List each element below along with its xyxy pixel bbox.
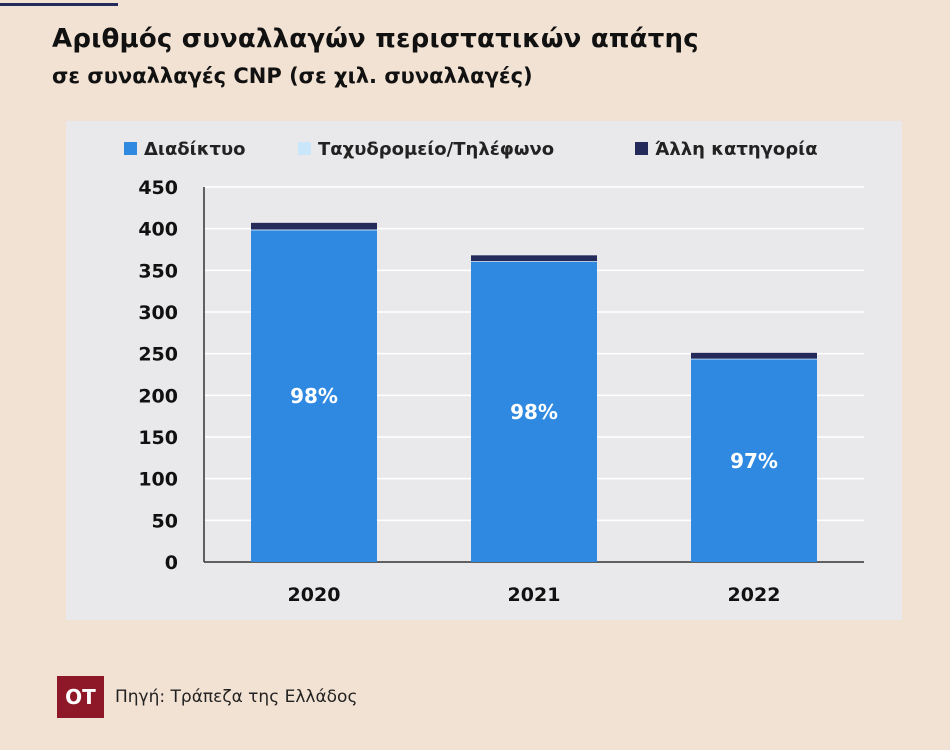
- legend-other-label: Άλλη κατηγορία: [655, 139, 818, 160]
- bar-segment-internet: [691, 359, 817, 562]
- bar-data-label: 98%: [290, 384, 338, 408]
- legend-mail-phone-label: Ταχυδρομείο/Τηλέφωνο: [318, 139, 554, 160]
- bar-segment-mail-phone: [251, 229, 377, 231]
- y-tick-label: 250: [138, 344, 178, 366]
- y-tick-label: 50: [152, 510, 178, 532]
- bar-segment-other: [691, 352, 817, 359]
- bar-segment-mail-phone: [691, 358, 817, 360]
- y-tick-label: 150: [138, 427, 178, 449]
- x-tick-label: 2022: [728, 584, 781, 606]
- x-tick-label: 2020: [288, 584, 341, 606]
- legend-internet-swatch: [124, 142, 137, 155]
- footer: OT Πηγή: Τράπεζα της Ελλάδος: [57, 676, 357, 718]
- chart-title: Αριθμός συναλλαγών περιστατικών απάτης: [52, 24, 699, 54]
- legend-internet-label: Διαδίκτυο: [144, 139, 246, 160]
- bar-chart: 0 50 100 150 200 250 300 350 400 450 98% 2020 98% 202…: [124, 139, 864, 606]
- bar-segment-internet: [471, 262, 597, 562]
- y-tick-label: 350: [138, 260, 178, 282]
- top-accent-rule: [0, 3, 118, 6]
- y-tick-label: 200: [138, 385, 178, 407]
- y-tick-label: 300: [138, 302, 178, 324]
- bar-segment-mail-phone: [471, 261, 597, 262]
- ot-logo: OT: [57, 676, 104, 718]
- bar-data-label: 98%: [510, 400, 558, 424]
- bar-segment-other: [251, 222, 377, 230]
- chart-panel: 0 50 100 150 200 250 300 350 400 450 98% 2020 98% 202…: [66, 121, 902, 620]
- y-tick-label: 400: [138, 219, 178, 241]
- legend-mail-phone-swatch: [298, 142, 311, 155]
- bar-segment-other: [471, 255, 597, 262]
- source-note: Πηγή: Τράπεζα της Ελλάδος: [115, 687, 358, 707]
- y-tick-label: 450: [138, 177, 178, 199]
- legend-other-swatch: [635, 142, 648, 155]
- bar-segment-internet: [251, 230, 377, 562]
- y-tick-label: 100: [138, 469, 178, 491]
- y-tick-label: 0: [165, 552, 178, 574]
- chart-subtitle: σε συναλλαγές CNP (σε χιλ. συναλλαγές): [52, 64, 533, 88]
- bar-data-label: 97%: [730, 449, 778, 473]
- x-tick-label: 2021: [508, 584, 561, 606]
